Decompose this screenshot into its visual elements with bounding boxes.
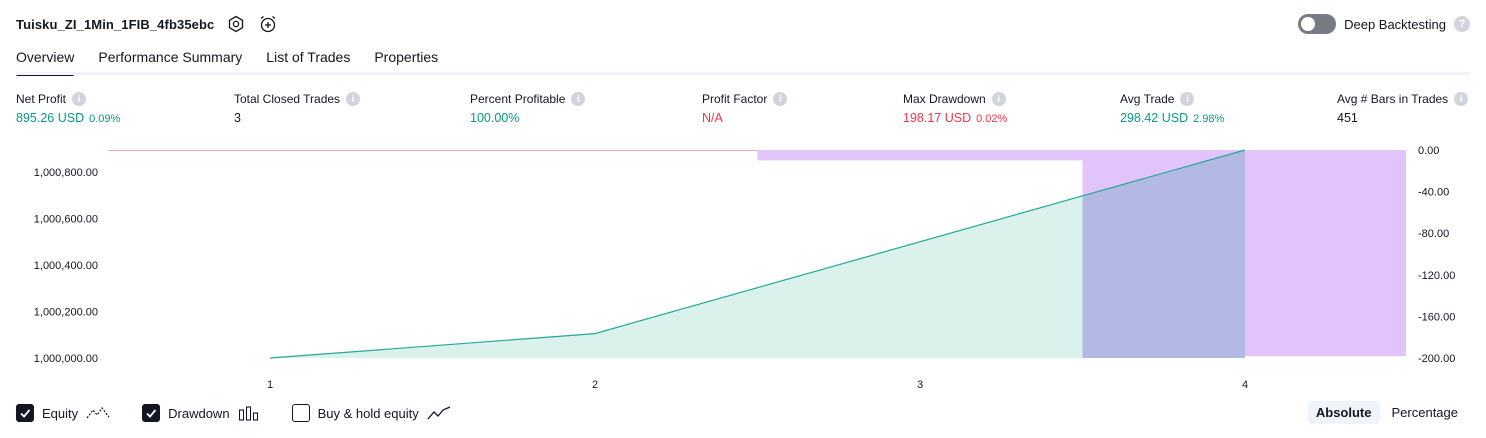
legend-equity[interactable]: Equity	[16, 404, 110, 422]
percentage-button[interactable]: Percentage	[1391, 405, 1459, 420]
add-alert-icon[interactable]	[258, 14, 278, 34]
drawdown-equity-overlap	[1082, 150, 1245, 358]
legend-drawdown[interactable]: Drawdown	[142, 404, 259, 422]
deep-backtesting-toggle[interactable]	[1298, 14, 1337, 34]
metric-percent: 0.09%	[89, 113, 121, 125]
metric-value: 895.26 USD	[16, 111, 85, 125]
legend-buy-hold[interactable]: Buy & hold equity	[291, 404, 451, 422]
metric-label: Max Drawdown	[903, 92, 986, 106]
question-icon[interactable]: ?	[1454, 16, 1470, 32]
equity-chart: 1,000,000.00 1,000,200.00 1,000,400.00 1,00…	[34, 145, 1456, 391]
metric-total-closed-trades: Total Closed Trades i 3	[234, 92, 361, 125]
deep-backtesting-label: Deep Backtesting	[1344, 16, 1446, 32]
tab-overview[interactable]: Overview	[16, 44, 75, 76]
tab-list-of-trades[interactable]: List of Trades	[266, 49, 351, 65]
left-axis-tick-label: 1,000,000.00	[34, 353, 98, 365]
equity-area	[270, 150, 1245, 358]
metric-value: N/A	[702, 111, 723, 125]
metric-avg-bars-in-trades: Avg # Bars in Trades i 451	[1337, 92, 1469, 125]
metric-label: Avg # Bars in Trades	[1337, 92, 1449, 106]
info-icon[interactable]: i	[1180, 92, 1195, 106]
equity-label: Equity	[42, 405, 79, 421]
metric-label: Total Closed Trades	[234, 92, 341, 106]
metric-label: Percent Profitable	[470, 92, 566, 106]
settings-icon[interactable]	[226, 14, 246, 34]
equity-checkbox[interactable]	[16, 404, 34, 422]
value-mode-switch: Absolute Percentage	[1307, 401, 1466, 424]
right-axis-tick-label: 0.00	[1418, 145, 1439, 157]
buy-hold-checkbox[interactable]	[291, 404, 310, 422]
metric-max-drawdown: Max Drawdown i 198.17 USD 0.02%	[903, 92, 1007, 125]
drawdown-checkbox[interactable]	[142, 404, 161, 422]
left-axis-tick-label: 1,000,200.00	[34, 307, 98, 319]
buy-hold-line-icon	[427, 405, 451, 421]
equity-line	[269, 149, 1246, 359]
metric-value: 100.00%	[470, 111, 520, 125]
metric-value: 198.17 USD	[903, 111, 972, 125]
deep-backtesting: Deep Backtesting ?	[1298, 12, 1470, 36]
right-axis-tick-label: -80.00	[1418, 228, 1449, 240]
metrics-row: Net Profit i 895.26 USD 0.09% Total Closed…	[0, 92, 1486, 132]
metric-value: 298.42 USD	[1120, 111, 1189, 125]
absolute-button[interactable]: Absolute	[1307, 401, 1380, 424]
tab-performance-summary[interactable]: Performance Summary	[98, 49, 243, 65]
toggle-knob	[1301, 17, 1316, 31]
x-axis-tick-label: 4	[1242, 379, 1248, 391]
drawdown-bars-icon	[238, 405, 260, 421]
drawdown-label: Drawdown	[168, 405, 230, 421]
left-axis-tick-label: 1,000,400.00	[34, 260, 98, 272]
buy-hold-label: Buy & hold equity	[317, 405, 419, 421]
metric-net-profit: Net Profit i 895.26 USD 0.09%	[16, 92, 120, 125]
info-icon[interactable]: i	[72, 92, 87, 106]
info-icon[interactable]: i	[1454, 92, 1469, 106]
right-axis-tick-label: -160.00	[1418, 311, 1455, 323]
metric-value: 3	[234, 111, 241, 125]
tabs-divider	[16, 72, 1470, 75]
strategy-header: Tuisku_ZI_1Min_1FIB_4fb35ebc	[16, 12, 278, 36]
equity-line-icon	[86, 405, 110, 421]
x-axis-tick-label: 2	[592, 379, 598, 391]
drawdown-bar	[1245, 150, 1406, 357]
tabs-bar: Overview Performance Summary List of Tra…	[16, 44, 439, 76]
left-axis-tick-label: 1,000,800.00	[34, 167, 98, 179]
right-axis-tick-label: -200.00	[1418, 353, 1455, 365]
chart-legend: Equity Drawdown Buy & hold equity	[16, 404, 483, 422]
info-icon[interactable]: i	[346, 92, 361, 106]
x-axis-tick-label: 1	[267, 379, 273, 391]
right-axis-tick-label: -120.00	[1418, 270, 1455, 282]
info-icon[interactable]: i	[773, 92, 788, 106]
metric-label: Net Profit	[16, 92, 67, 106]
info-icon[interactable]: i	[991, 92, 1006, 106]
metric-percent: 2.98%	[1193, 113, 1225, 125]
x-axis-tick-label: 3	[917, 379, 923, 391]
metric-avg-trade: Avg Trade i 298.42 USD 2.98%	[1120, 92, 1224, 125]
metric-label: Profit Factor	[702, 92, 768, 106]
metric-percent: 0.02%	[976, 113, 1008, 125]
metric-percent-profitable: Percent Profitable i 100.00%	[470, 92, 586, 125]
strategy-name: Tuisku_ZI_1Min_1FIB_4fb35ebc	[16, 16, 215, 32]
drawdown-bar	[757, 150, 1083, 161]
left-axis-tick-label: 1,000,600.00	[34, 214, 98, 226]
metric-label: Avg Trade	[1120, 92, 1175, 106]
tab-properties[interactable]: Properties	[374, 49, 439, 65]
right-axis-tick-label: -40.00	[1418, 187, 1449, 199]
metric-value: 451	[1337, 111, 1358, 125]
info-icon[interactable]: i	[571, 92, 586, 106]
metric-profit-factor: Profit Factor i N/A	[702, 92, 788, 125]
